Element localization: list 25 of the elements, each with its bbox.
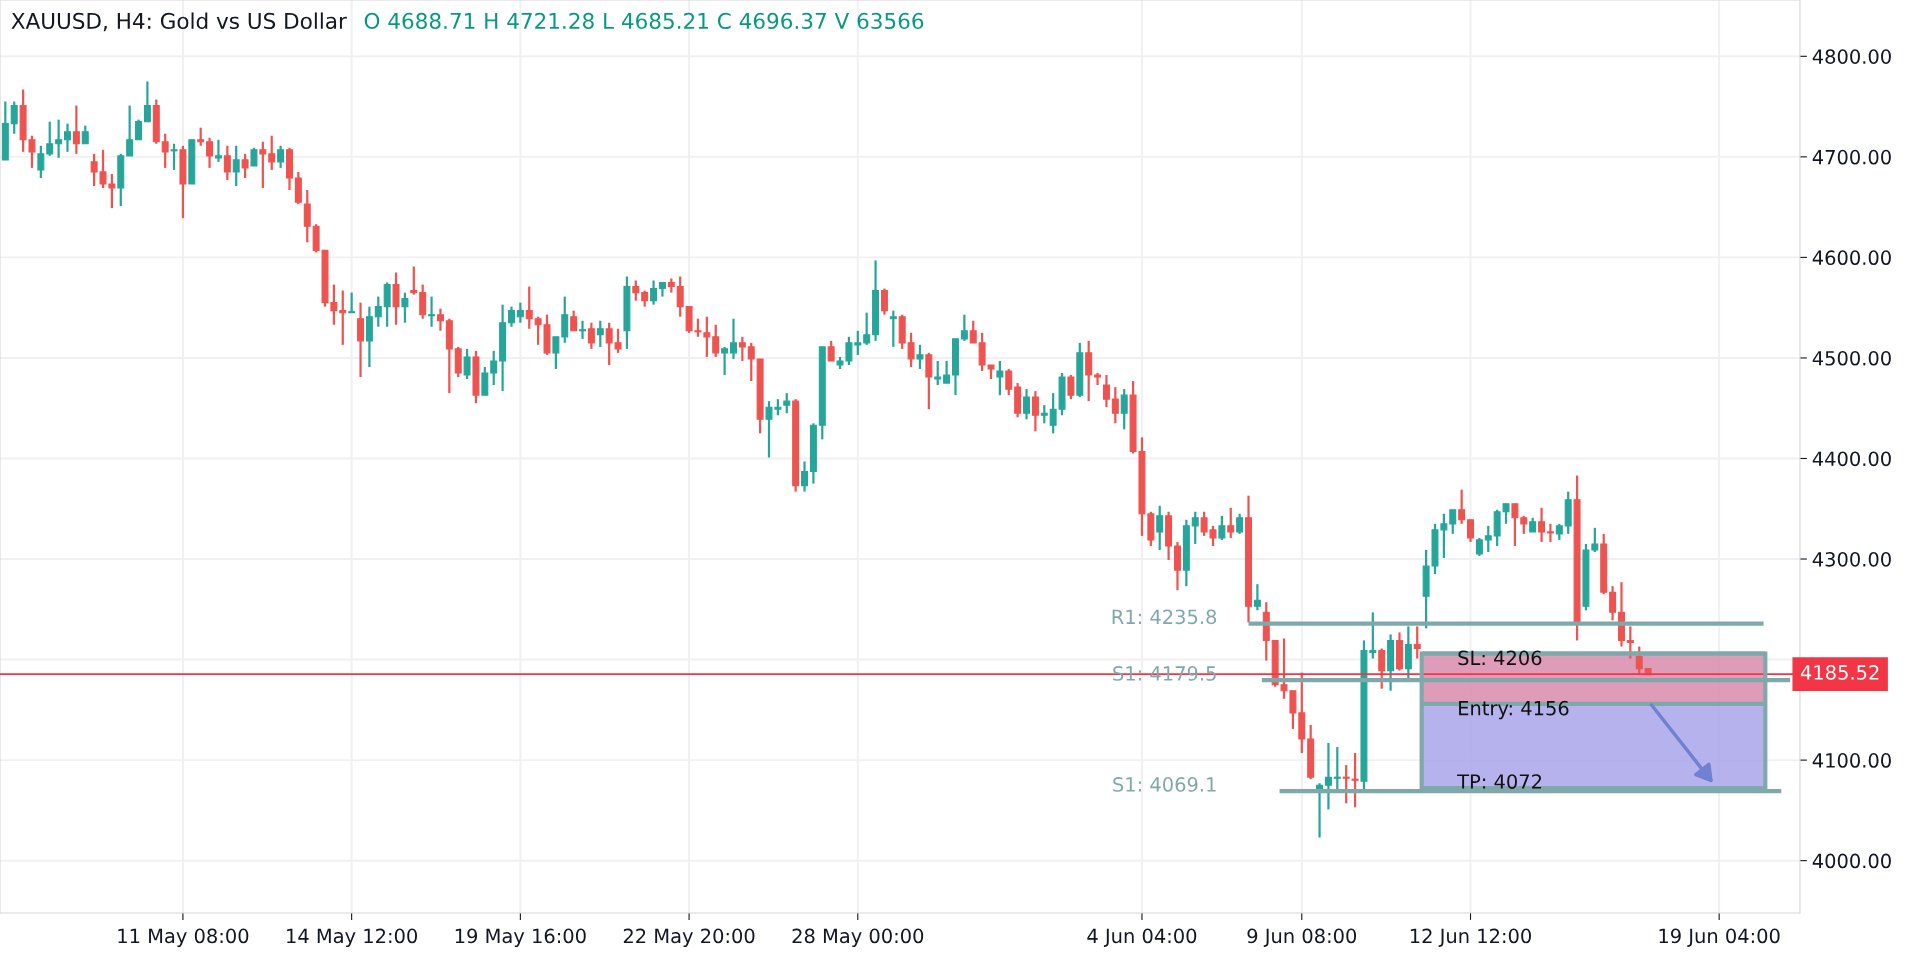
ref-line-label: Entry: 4156 (1459, 700, 1569, 720)
text: XAUUSD, H4: Gold vs US Dollar (11, 12, 347, 32)
x-tick-label: 14 May 12:00 (287, 928, 418, 948)
y-tick-label: 4800.00 (1812, 49, 1891, 64)
x-tick-label: 4 Jun 04:00 (1087, 928, 1197, 947)
ref-line-label: 4185.52 (1800, 665, 1879, 680)
x-tick-label: 9 Jun 08:00 (1247, 928, 1357, 947)
x-tick-label: 19 Jun 04:00 (1659, 928, 1780, 947)
y-tick-label: 4400.00 (1812, 451, 1891, 467)
y-tick-label: 4100.00 (1812, 753, 1891, 768)
y-tick-label: 4700.00 (1812, 149, 1891, 165)
x-tick-label: 28 May 00:00 (792, 928, 924, 948)
x-tick-label: 12 Jun 12:00 (1410, 928, 1531, 947)
y-tick-label: 4000.00 (1812, 853, 1891, 869)
ref-line-label: S1: 4069.1 (1113, 777, 1216, 792)
y-tick-label: 4600.00 (1812, 250, 1891, 266)
y-tick-label: 4500.00 (1812, 350, 1891, 366)
ref-line-label: R1: 4235.8 (1112, 609, 1217, 625)
x-tick-label: 19 May 16:00 (455, 928, 586, 948)
y-tick-label: 4300.00 (1812, 551, 1891, 567)
x-tick-label: 22 May 20:00 (623, 928, 755, 948)
chart-subtitle: O 4688.71 H 4721.28 L 4685.21 C 4696.37 V 63566 (364, 12, 924, 30)
x-tick-label: 11 May 08:00 (118, 928, 249, 948)
ref-line-label: SL: 4206 (1458, 650, 1542, 666)
ref-line-label: TP: 4072 (1457, 774, 1542, 789)
